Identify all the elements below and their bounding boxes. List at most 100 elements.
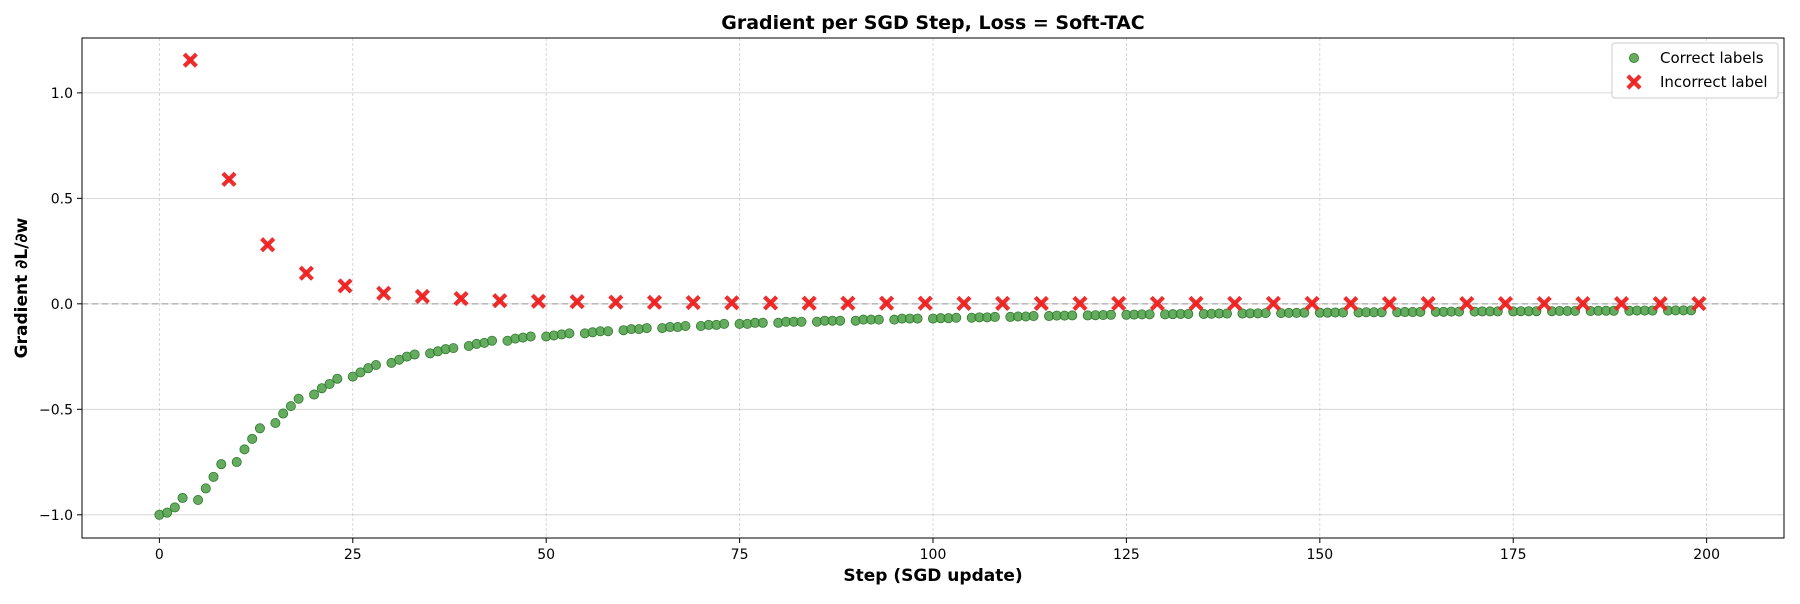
x-tick-label: 0: [155, 547, 164, 563]
marker-stroke: [1652, 296, 1668, 312]
marker-stroke: [1033, 295, 1049, 311]
x-tick-label: 175: [1500, 547, 1527, 563]
marker-stroke: [1459, 296, 1475, 312]
marker-stroke: [530, 293, 547, 309]
marker-stroke: [1536, 296, 1552, 312]
incorrect-label-point: [1420, 296, 1436, 312]
marker-stroke: [298, 265, 314, 281]
marker-stroke: [917, 295, 933, 311]
correct-label-point: [873, 314, 884, 325]
correct-label-point: [332, 373, 343, 384]
incorrect-label-point: [298, 265, 314, 281]
correct-label-point: [355, 367, 366, 378]
marker-stroke: [182, 52, 198, 68]
correct-label-point: [324, 378, 335, 389]
incorrect-label-point: [1149, 295, 1165, 311]
marker-stroke: [1227, 295, 1243, 311]
correct-label-point: [487, 335, 498, 346]
correct-label-point: [231, 457, 242, 468]
correct-label-point: [641, 323, 652, 334]
correct-label-point: [370, 360, 381, 371]
incorrect-label-point: [1188, 295, 1204, 311]
marker-stroke: [1149, 295, 1165, 311]
y-tick-label: −0.5: [39, 402, 73, 418]
correct-label-point: [796, 316, 807, 327]
incorrect-label-point: [1459, 296, 1475, 312]
marker-stroke: [762, 295, 779, 311]
incorrect-label-point: [1265, 295, 1281, 311]
marker-stroke: [724, 295, 740, 311]
marker-stroke: [1188, 295, 1204, 311]
incorrect-label-point: [260, 237, 276, 253]
legend-label: Incorrect label: [1660, 73, 1768, 91]
legend-marker-correct: [1629, 53, 1640, 64]
correct-label-point: [247, 433, 258, 444]
incorrect-label-point: [1033, 295, 1049, 311]
correct-label-point: [309, 389, 320, 400]
incorrect-label-point: [1227, 295, 1243, 311]
correct-label-point: [603, 326, 614, 337]
correct-label-point: [270, 418, 281, 429]
correct-label-point: [835, 315, 846, 326]
correct-label-point: [680, 320, 691, 331]
correct-label-point: [208, 471, 219, 482]
incorrect-label-point: [1343, 296, 1359, 312]
marker-stroke: [1381, 296, 1398, 312]
correct-label-point: [200, 483, 211, 494]
incorrect-label-point: [1536, 296, 1552, 312]
incorrect-label-point: [453, 290, 469, 307]
incorrect-label-point: [608, 294, 624, 310]
incorrect-label-point: [801, 295, 817, 311]
incorrect-label-point: [1613, 296, 1630, 312]
y-tick-label: 0.0: [51, 297, 73, 313]
incorrect-label-point: [1575, 296, 1591, 312]
marker-stroke: [685, 294, 701, 311]
marker-stroke: [492, 293, 508, 309]
marker-stroke: [260, 237, 276, 253]
chart-title: Gradient per SGD Step, Loss = Soft-TAC: [721, 12, 1144, 34]
incorrect-label-point: [879, 295, 895, 311]
correct-label-point: [216, 459, 227, 470]
correct-label-point: [912, 313, 923, 324]
incorrect-label-point: [1304, 295, 1320, 311]
marker-stroke: [608, 294, 624, 310]
incorrect-label-point: [1652, 296, 1668, 312]
correct-label-point: [1067, 310, 1078, 321]
correct-label-point: [719, 318, 730, 329]
correct-label-point: [564, 328, 575, 339]
legend-marker-incorrect: [1626, 74, 1642, 90]
marker-stroke: [1626, 74, 1642, 90]
marker-stroke: [569, 294, 585, 310]
correct-label-point: [757, 317, 768, 328]
incorrect-label-point: [1381, 296, 1398, 312]
incorrect-label-point: [337, 278, 353, 294]
grid-layer: [82, 38, 1784, 538]
correct-label-point: [162, 507, 173, 518]
marker-stroke: [376, 285, 392, 301]
correct-label-point: [1183, 308, 1194, 319]
correct-label-point: [239, 444, 250, 455]
x-tick-label: 25: [344, 547, 362, 563]
x-tick-label: 150: [1306, 547, 1333, 563]
correct-label-point: [1144, 309, 1155, 320]
correct-label-point: [1221, 308, 1232, 319]
correct-label-point: [1260, 308, 1271, 319]
y-tick-label: 0.5: [51, 191, 73, 207]
incorrect-label-point: [840, 295, 856, 311]
marker-stroke: [1497, 296, 1514, 312]
incorrect-label-point: [492, 293, 508, 309]
correct-label-point: [1028, 311, 1039, 322]
incorrect-label-point: [1497, 296, 1514, 312]
marker-stroke: [1304, 295, 1320, 311]
correct-label-point: [278, 408, 289, 419]
marker-stroke: [840, 295, 856, 311]
marker-stroke: [879, 295, 895, 311]
incorrect-label-point: [995, 295, 1011, 311]
incorrect-label-point: [646, 294, 663, 310]
x-tick-label: 75: [731, 547, 749, 563]
correct-label-point: [254, 423, 265, 434]
incorrect-label-point: [1111, 295, 1127, 311]
incorrect-label-point: [376, 285, 392, 301]
correct-label-point: [1105, 309, 1116, 320]
